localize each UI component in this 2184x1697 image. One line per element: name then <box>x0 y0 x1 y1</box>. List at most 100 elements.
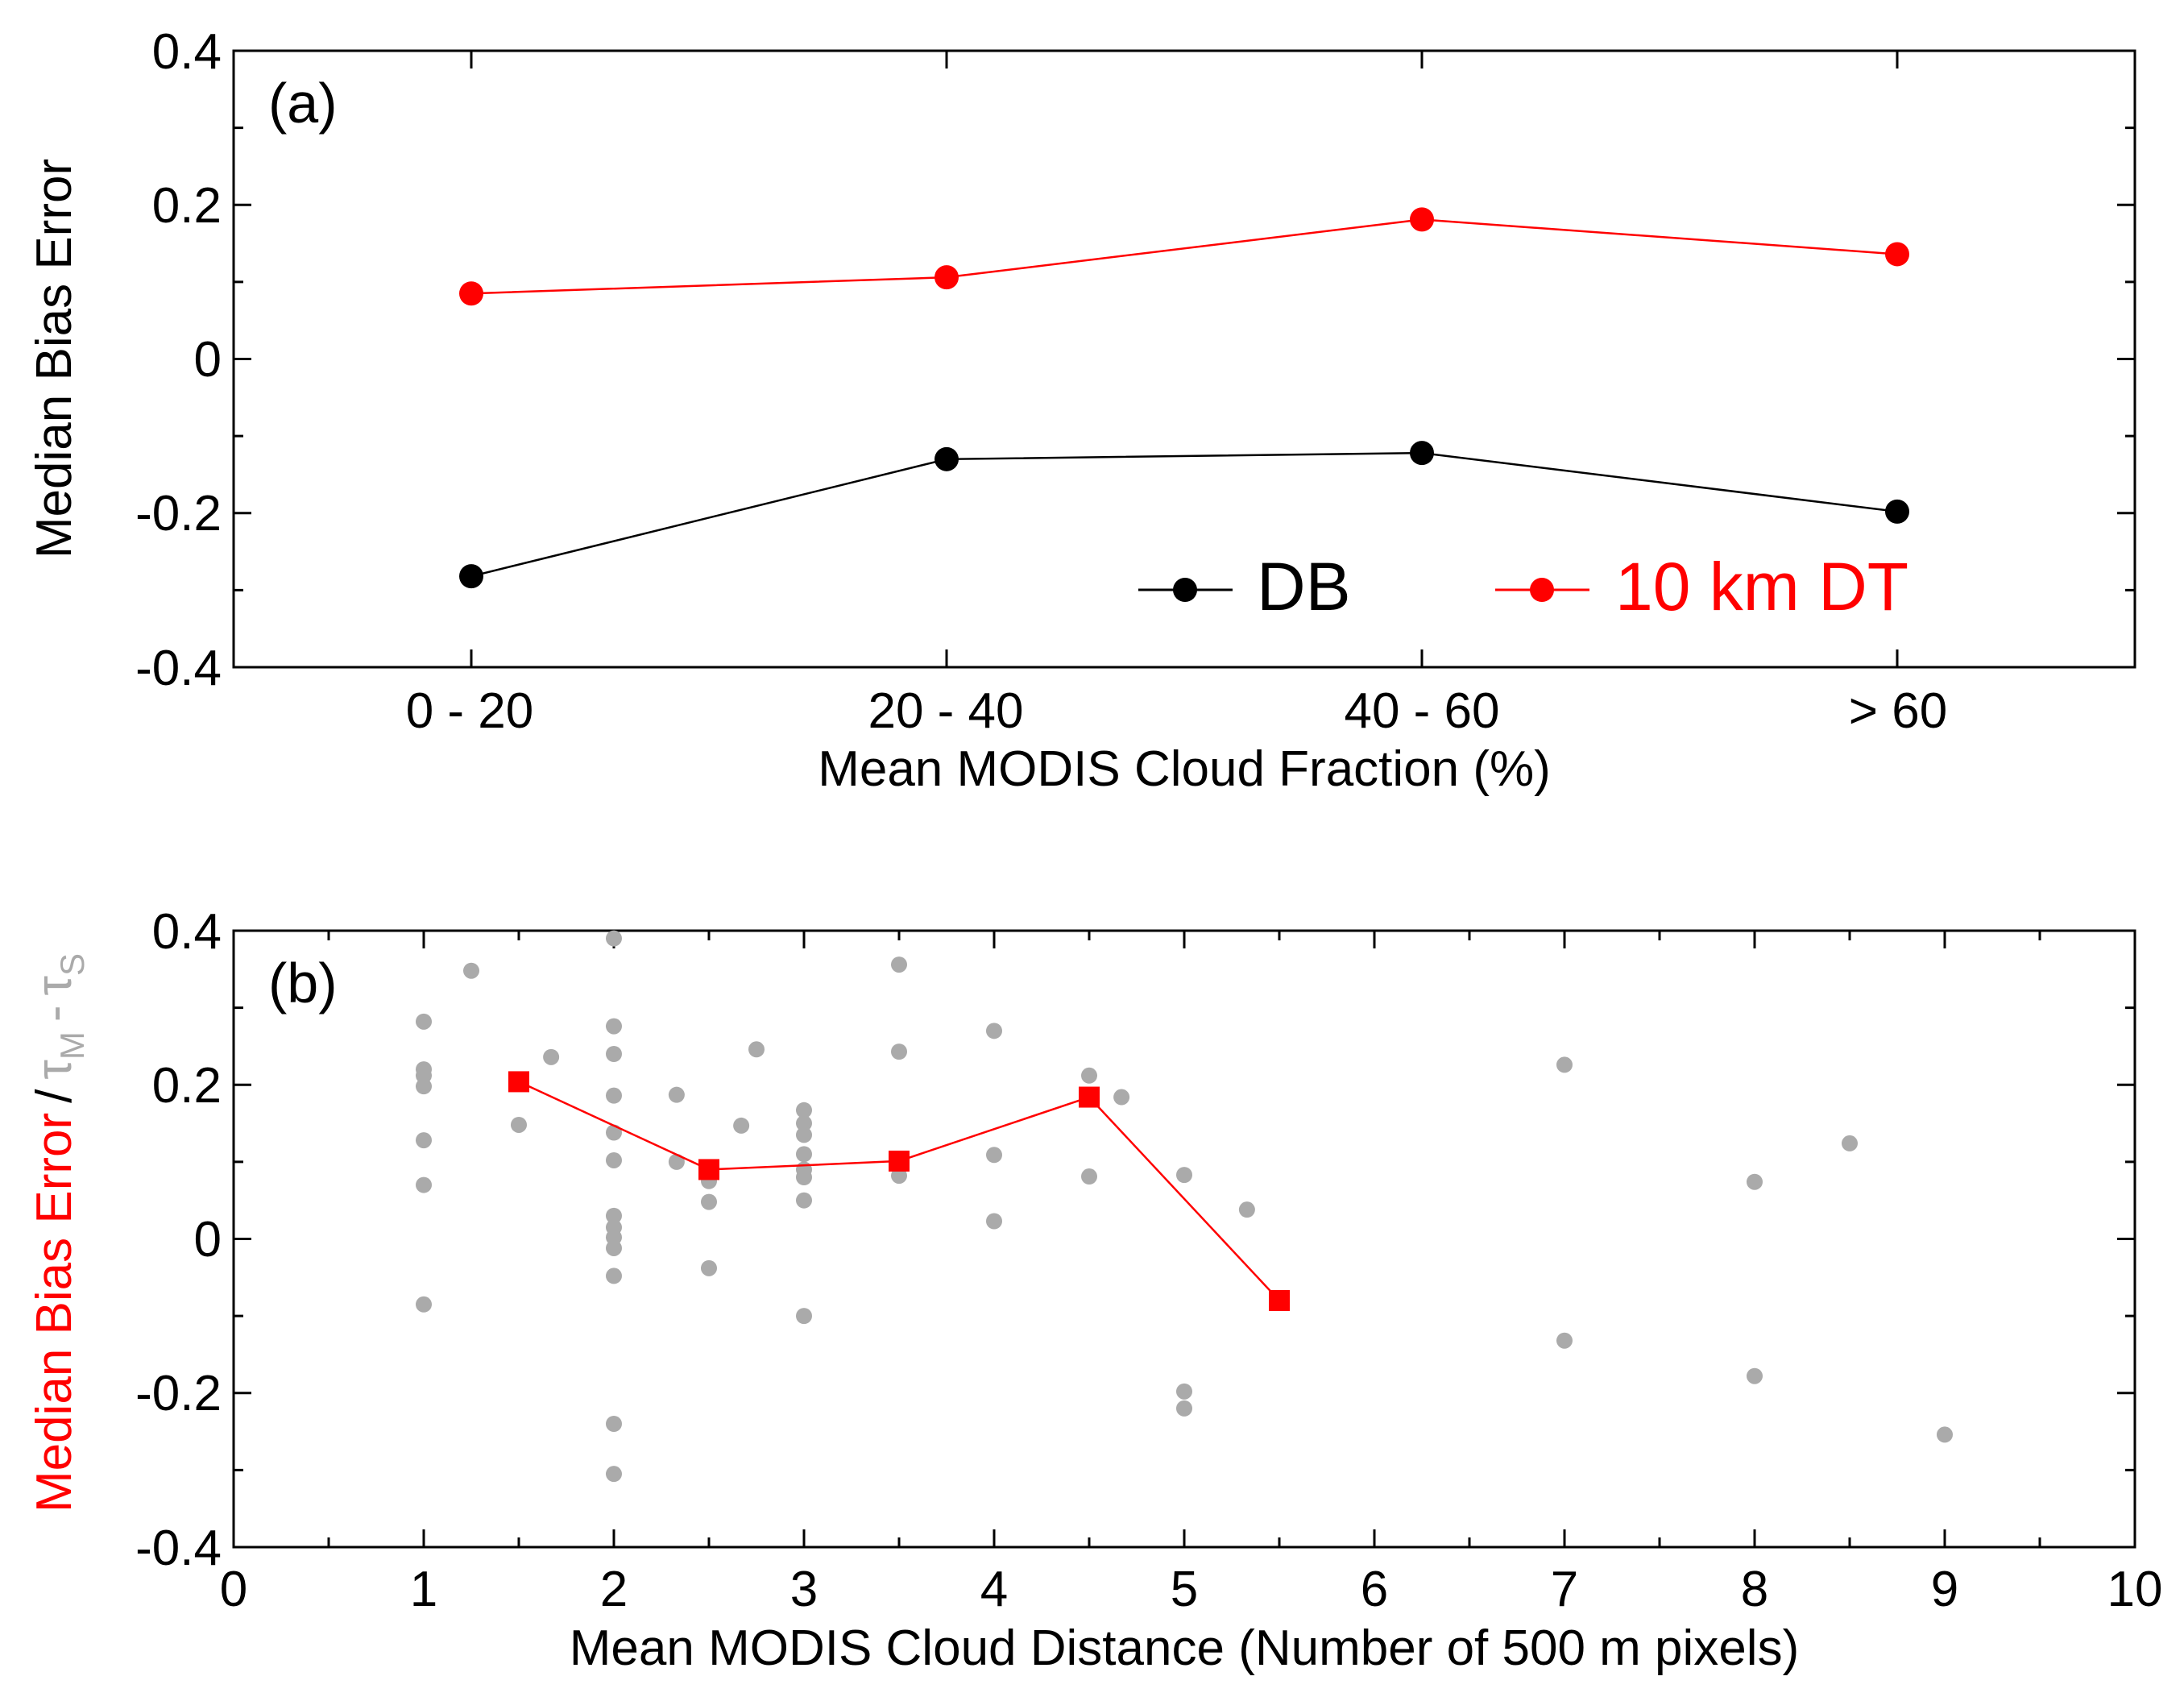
b-ytick-label: -0.2 <box>135 1366 222 1421</box>
b-gray-point <box>891 956 907 973</box>
a-x-axis-label: Mean MODIS Cloud Fraction (%) <box>818 741 1551 797</box>
b-gray-point <box>606 1416 622 1432</box>
legend-db-label: DB <box>1257 549 1351 624</box>
a-ytick-label: -0.2 <box>135 486 222 541</box>
b-xtick-label: 4 <box>980 1562 1008 1617</box>
panel-b-ticks <box>232 929 2136 1549</box>
b-gray-point <box>606 1207 622 1224</box>
b-gray-point <box>1238 1201 1255 1218</box>
panel-b-frame <box>232 929 2136 1549</box>
b-ytick-label: 0.2 <box>152 1058 222 1114</box>
b-gray-point <box>606 1239 622 1256</box>
b-gray-point <box>701 1193 717 1210</box>
a-xtick-label: 20 - 40 <box>868 683 1023 739</box>
b-gray-point <box>606 1124 622 1141</box>
b-gray-point <box>1747 1173 1763 1190</box>
b-gray-point <box>416 1132 432 1149</box>
b-gray-point <box>511 1116 527 1133</box>
b-gray-point <box>748 1041 765 1058</box>
a-xtick-label: 40 - 60 <box>1344 683 1499 739</box>
a-ytick-label: 0 <box>194 332 222 388</box>
a-ytick-label: 0.2 <box>152 178 222 234</box>
a-ytick-label: 0.4 <box>152 24 222 80</box>
b-xtick-label: 9 <box>1931 1562 1958 1617</box>
b-gray-point <box>668 1086 685 1103</box>
b-gray-point <box>986 1213 1002 1230</box>
b-xtick-label: 10 <box>2107 1562 2163 1617</box>
b-red-square-point <box>889 1150 910 1172</box>
b-gray-point <box>891 1168 907 1185</box>
b-panel-label: (b) <box>268 952 338 1014</box>
b-gray-point <box>796 1192 812 1209</box>
b-xtick-label: 8 <box>1741 1562 1768 1617</box>
b-gray-point <box>1937 1426 1953 1443</box>
b-gray-point <box>796 1308 812 1325</box>
panel-a-ticks <box>234 49 2135 669</box>
panel-a-series <box>459 207 1909 589</box>
a-point-dt <box>935 265 959 290</box>
a-panel-label: (a) <box>268 72 338 135</box>
panel-b-y-tick-labels: 0.4 0.2 0 -0.2 -0.4 <box>135 904 222 1576</box>
b-red-square-point <box>1079 1086 1100 1108</box>
a-point-db <box>1410 441 1434 466</box>
b-gray-point <box>796 1169 812 1185</box>
b-gray-point <box>733 1117 750 1134</box>
a-legend: DB 10 km DT <box>1138 549 1908 624</box>
b-gray-point <box>1556 1332 1573 1349</box>
b-y-label-tau-s-sub: S <box>53 953 91 976</box>
b-ytick-label: 0 <box>194 1212 222 1268</box>
b-gray-point <box>796 1102 812 1118</box>
b-gray-point <box>606 1151 622 1168</box>
b-gray-point <box>796 1126 812 1143</box>
b-gray-point <box>796 1115 812 1132</box>
b-gray-point <box>1113 1089 1130 1106</box>
b-gray-point <box>416 1013 432 1030</box>
a-point-db <box>935 446 959 471</box>
b-gray-point <box>463 962 479 979</box>
a-point-dt <box>1410 207 1434 232</box>
panel-b-series <box>416 930 1953 1483</box>
b-gray-point <box>606 930 622 947</box>
b-y-label-tau-s: τ <box>27 976 82 996</box>
b-gray-point <box>1176 1400 1192 1417</box>
b-gray-point <box>606 1018 622 1035</box>
b-gray-point <box>1747 1367 1763 1384</box>
b-gray-point <box>986 1147 1002 1164</box>
a-ytick-label: -0.4 <box>135 641 222 696</box>
b-ytick-label: -0.4 <box>135 1521 222 1576</box>
b-x-axis-label: Mean MODIS Cloud Distance (Number of 500… <box>570 1620 1799 1676</box>
b-gray-point <box>1081 1067 1097 1084</box>
b-gray-point <box>606 1087 622 1104</box>
b-xtick-label: 2 <box>600 1562 628 1617</box>
panel-a-y-tick-labels: 0.4 0.2 0 -0.2 -0.4 <box>135 24 222 696</box>
b-y-label-minus: - <box>27 1005 82 1022</box>
a-xtick-label: 0 - 20 <box>406 683 534 739</box>
b-gray-point <box>891 1044 907 1060</box>
b-red-line <box>518 1081 1280 1301</box>
b-gray-point <box>1176 1167 1192 1184</box>
b-y-label-tau-m-sub: M <box>53 1031 91 1060</box>
panel-b-x-tick-labels: 0 1 2 3 4 5 6 7 8 9 10 <box>220 1562 2163 1617</box>
b-gray-point <box>701 1259 717 1276</box>
b-ytick-label: 0.4 <box>152 904 222 960</box>
b-gray-point <box>796 1146 812 1163</box>
b-gray-point <box>606 1268 622 1284</box>
b-gray-point <box>668 1153 685 1170</box>
b-xtick-label: 0 <box>220 1562 247 1617</box>
legend-dt-marker <box>1530 578 1554 602</box>
b-red-square-point <box>1269 1290 1290 1311</box>
a-line-db <box>470 451 1898 578</box>
b-gray-point <box>416 1176 432 1193</box>
b-xtick-label: 3 <box>790 1562 818 1617</box>
b-gray-point <box>606 1046 622 1062</box>
b-xtick-label: 5 <box>1171 1562 1198 1617</box>
b-gray-point <box>543 1048 560 1065</box>
b-y-axis-label: Median Bias Error/τM-τS <box>27 953 91 1512</box>
b-gray-point <box>1842 1135 1858 1151</box>
a-y-axis-label: Median Bias Error <box>27 159 82 558</box>
a-xtick-label: > 60 <box>1849 683 1947 739</box>
panel-b: 0.4 0.2 0 -0.2 -0.4 0 1 2 3 4 5 6 7 8 9 … <box>27 904 2162 1676</box>
legend-entry-db: DB <box>1138 549 1351 624</box>
b-y-label-slash: / <box>27 1089 82 1103</box>
